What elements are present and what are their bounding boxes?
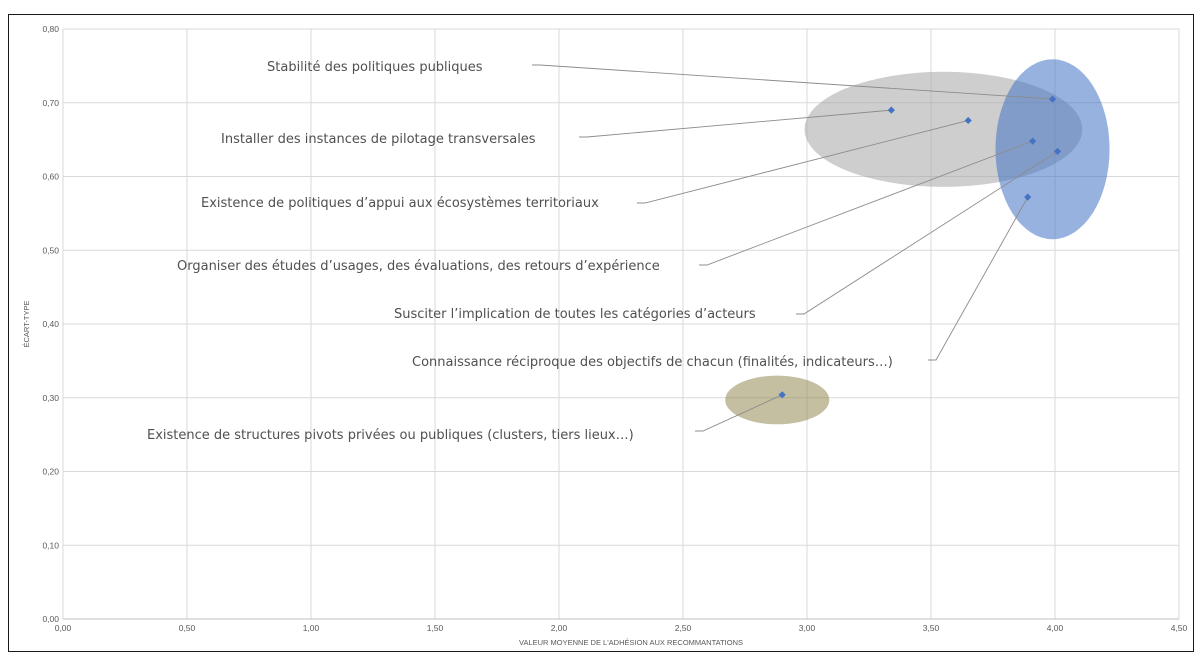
- x-tick-label: 1,00: [303, 623, 320, 633]
- point-label: Existence de structures pivots privées o…: [147, 428, 634, 443]
- point-labels: Stabilité des politiques publiques Instal…: [147, 60, 893, 443]
- data-point-marker: [778, 391, 786, 399]
- leader-lines: [532, 64, 1058, 432]
- scatter-chart: Stabilité des politiques publiques Instal…: [22, 24, 1188, 647]
- y-tick-label: 0,60: [42, 172, 59, 182]
- point-label: Connaissance réciproque des objectifs de…: [412, 355, 893, 370]
- y-tick-label: 0,10: [42, 540, 59, 550]
- leader-line: [695, 394, 783, 432]
- x-tick-label: 4,50: [1171, 623, 1188, 633]
- y-tick-label: 0,40: [42, 319, 59, 329]
- y-tick-label: 0,70: [42, 98, 59, 108]
- data-points: [778, 95, 1062, 399]
- data-point-marker: [1053, 147, 1062, 156]
- x-tick-label: 3,00: [799, 623, 816, 633]
- x-tick-label: 0,50: [179, 623, 196, 633]
- y-tick-label: 0,80: [42, 24, 59, 34]
- group-ellipse: [995, 59, 1110, 240]
- leader-line: [699, 140, 1033, 266]
- data-point-marker: [1024, 193, 1032, 201]
- leader-line: [796, 151, 1058, 315]
- x-tick-label: 2,00: [551, 623, 568, 633]
- x-tick-label: 3,50: [923, 623, 940, 633]
- group-ellipse: [725, 375, 830, 425]
- data-point-marker: [964, 116, 972, 125]
- grid-layer: [62, 28, 1180, 620]
- point-label: Existence de politiques d’appui aux écos…: [201, 196, 599, 211]
- group-ellipses: [725, 59, 1110, 425]
- leader-line: [928, 196, 1029, 361]
- data-point-marker: [887, 106, 895, 114]
- y-tick-label: 0,50: [42, 245, 59, 255]
- leader-line: [579, 109, 892, 138]
- y-tick-label: 0,00: [42, 614, 59, 624]
- data-point-marker: [1029, 137, 1037, 145]
- point-label: Organiser des études d’usages, des évalu…: [177, 259, 660, 274]
- x-tick-label: 2,50: [675, 623, 692, 633]
- x-tick-label: 4,00: [1047, 623, 1064, 633]
- point-label: Stabilité des politiques publiques: [267, 60, 483, 75]
- y-tick-label: 0,20: [42, 467, 59, 477]
- x-axis-title: VALEUR MOYENNE DE L'ADHÉSION AUX RECOMMA…: [519, 638, 743, 647]
- x-tick-label: 0,00: [55, 623, 72, 633]
- point-label: Installer des instances de pilotage tran…: [221, 132, 536, 147]
- point-label: Susciter l’implication de toutes les cat…: [394, 307, 756, 322]
- data-point-marker: [1048, 95, 1057, 103]
- y-axis-title: ÉCART-TYPE: [22, 301, 31, 348]
- y-tick-label: 0,30: [42, 393, 59, 403]
- chart-frame: Stabilité des politiques publiques Instal…: [8, 14, 1194, 652]
- leader-line: [532, 64, 1053, 100]
- x-tick-label: 1,50: [427, 623, 444, 633]
- tick-labels: 0,00 0,50 1,00 1,50 2,00 2,50 3,00 3,50 4,00 4,50…: [42, 24, 1187, 633]
- leader-line: [637, 120, 969, 204]
